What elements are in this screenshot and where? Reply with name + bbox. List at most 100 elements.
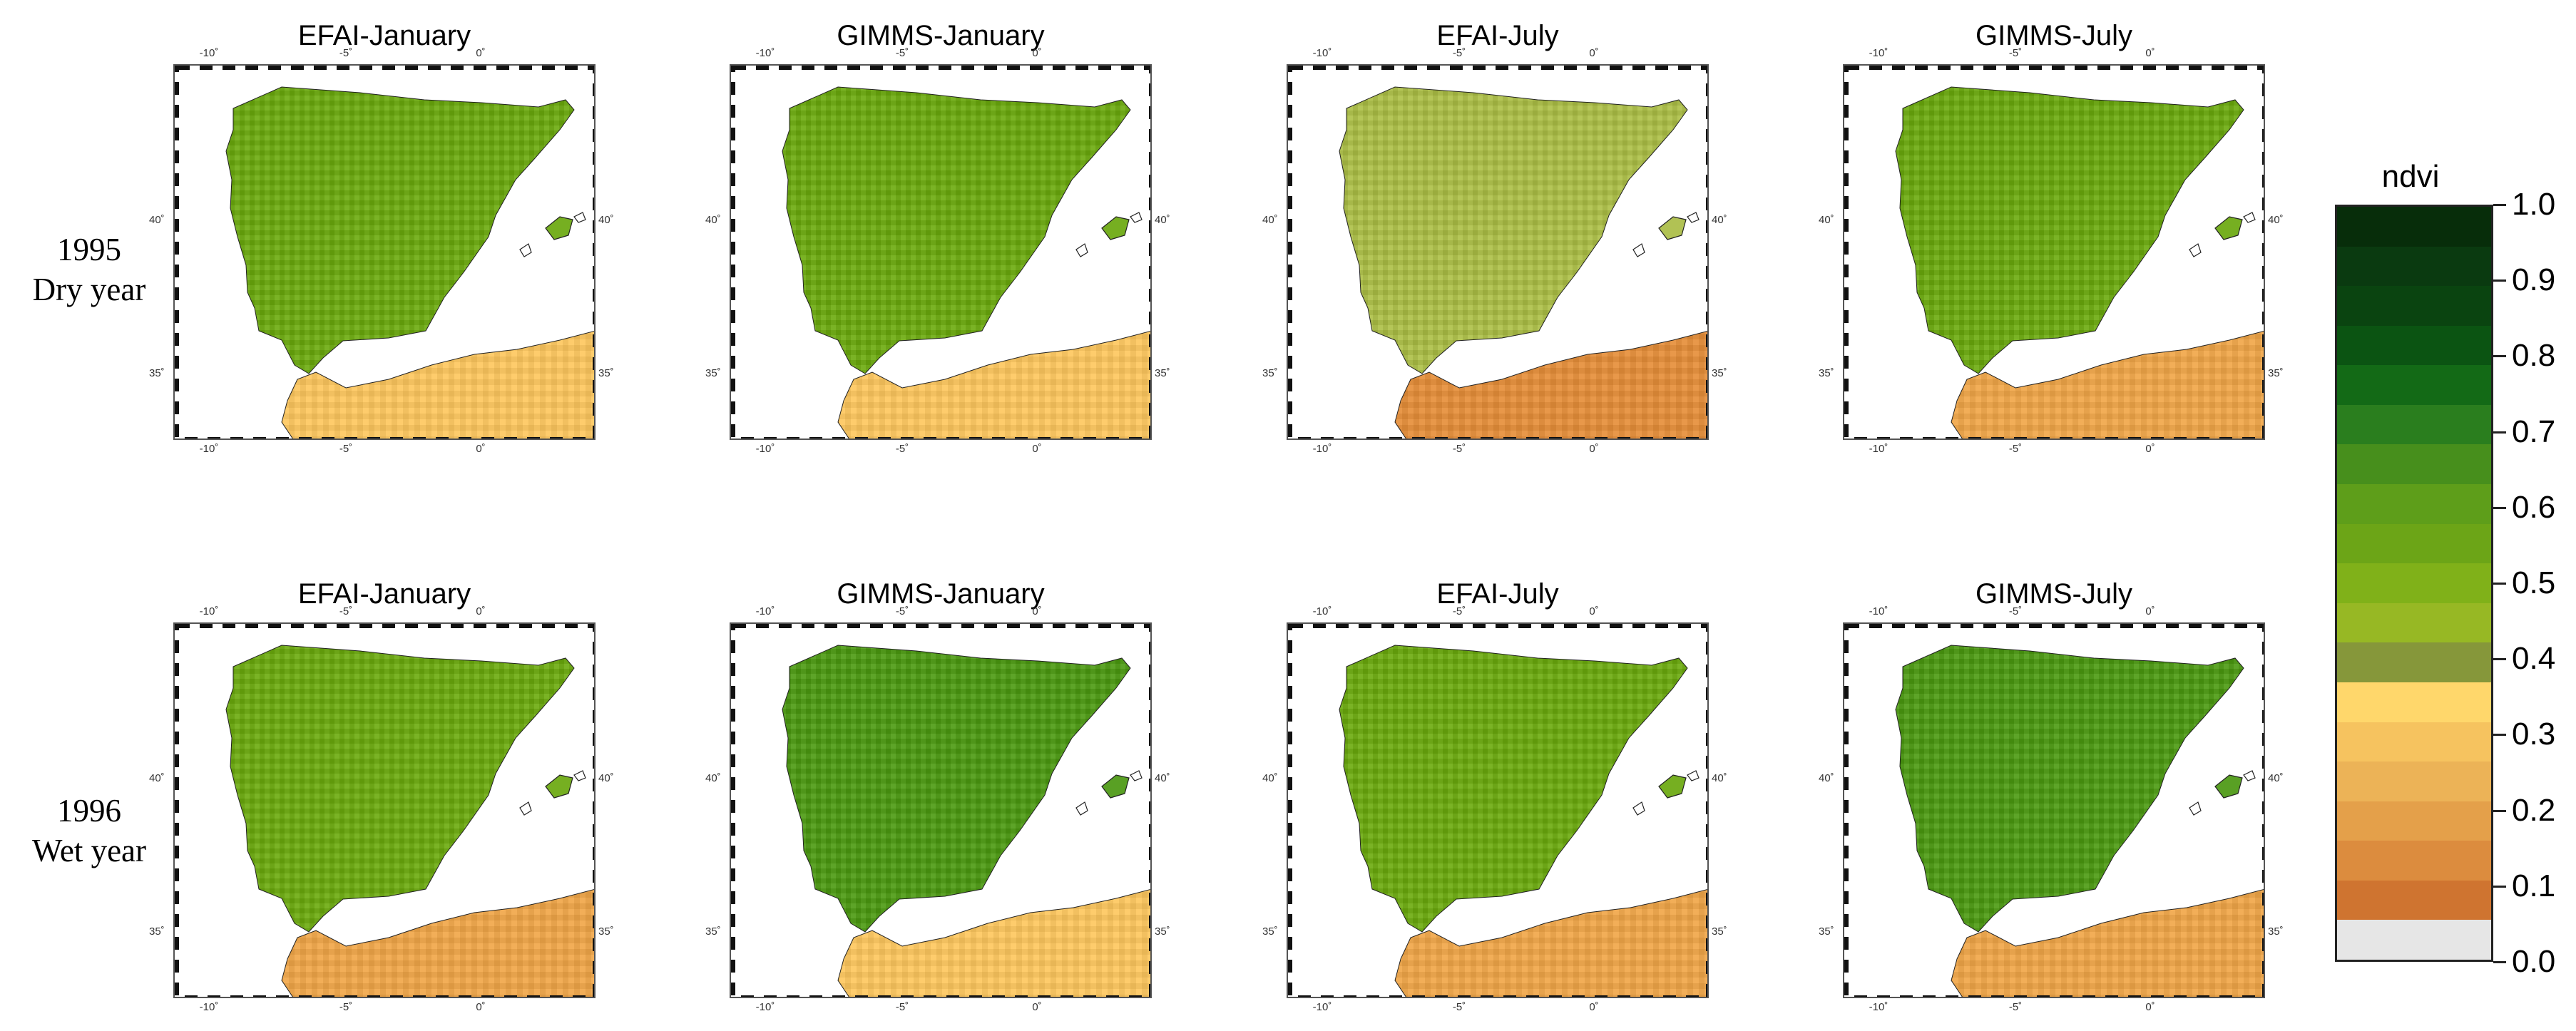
longitude-tick-label: -10˚ [1869,605,1888,617]
longitude-tick-label: -10˚ [199,605,219,617]
map-panel: EFAI-July -10˚ -5˚ 0˚ -10˚ -5˚ 0˚ 40˚ 40˚ 35˚ 35˚ [1262,578,1727,1013]
latitude-tick-label: 40˚ [1712,772,1727,784]
longitude-ticks: -10˚ -5˚ 0˚ [1287,443,1709,457]
row-year: 1995 [57,232,121,267]
latitude-tick-label: 40˚ [149,214,165,226]
africa-landmass [1951,889,2264,997]
longitude-tick-label: -5˚ [1452,443,1466,455]
latitude-tick-label: 35˚ [1262,925,1278,938]
latitude-tick-label: 35˚ [1155,925,1170,938]
latitude-tick-label: 35˚ [149,367,165,379]
row-label-1996: 1996 Wet year [0,791,178,871]
africa-landmass [1951,331,2264,438]
longitude-tick-label: -5˚ [339,1001,353,1013]
longitude-tick-label: -10˚ [1312,443,1332,455]
colorbar-segment [2337,920,2491,960]
colorbar-segment [2337,404,2491,445]
map-neatline [731,66,1150,438]
longitude-ticks: -10˚ -5˚ 0˚ [1843,605,2265,620]
latitude-tick-label: 35˚ [1712,367,1727,379]
longitude-tick-label: -10˚ [1869,1001,1888,1013]
latitude-tick-label: 35˚ [705,367,721,379]
balearic-island [1075,243,1088,257]
ndvi-map [175,624,594,997]
longitude-tick-label: -5˚ [339,605,353,617]
longitude-ticks: -10˚ -5˚ 0˚ [1843,1001,2265,1015]
map-frame [173,64,596,440]
map-frame [173,622,596,998]
colorbar-tick-label: 0.0 [2512,944,2556,979]
latitude-tick-label: 35˚ [1819,367,1834,379]
africa-landmass [837,889,1150,997]
latitude-tick-label: 40˚ [149,772,165,784]
longitude-tick-label: 0˚ [476,443,486,455]
ndvi-map [1844,66,2264,438]
colorbar-tick-label: 0.2 [2512,792,2556,828]
row-type: Wet year [31,833,147,868]
longitude-ticks: -10˚ -5˚ 0˚ [730,1001,1152,1015]
row-label-1995: 1995 Dry year [0,230,178,309]
africa-landmass [1394,889,1707,997]
balearic-island [2189,801,2202,816]
latitude-tick-label: 35˚ [1262,367,1278,379]
longitude-tick-label: -5˚ [2008,605,2023,617]
latitude-tick-label: 40˚ [1262,214,1278,226]
colorbar-tick [2493,355,2506,358]
colorbar-segment [2337,722,2491,762]
longitude-tick-label: 0˚ [1032,1001,1042,1013]
latitude-tick-label: 35˚ [598,367,614,379]
latitude-tick-label: 40˚ [1819,772,1834,784]
iberia-landmass [1339,86,1688,374]
balearic-island [1687,212,1700,223]
longitude-tick-label: 0˚ [1589,47,1599,59]
colorbar-tick-label: 0.1 [2512,868,2556,903]
latitude-tick-label: 40˚ [705,214,721,226]
longitude-ticks: -10˚ -5˚ 0˚ [1287,1001,1709,1015]
longitude-tick-label: -10˚ [199,47,219,59]
longitude-tick-label: 0˚ [2145,47,2155,59]
iberia-landmass [1895,86,2244,374]
colorbar-segment [2337,841,2491,881]
colorbar-segment [2337,444,2491,485]
map-neatline [1288,624,1707,997]
map-neatline [1288,66,1707,438]
panel-title: GIMMS-July [1976,578,2132,610]
map-panel: EFAI-July -10˚ -5˚ 0˚ -10˚ -5˚ 0˚ 40˚ 40˚ 35˚ 35˚ [1262,20,1727,455]
ndvi-map [731,624,1150,997]
balearic-island [1632,243,1645,257]
colorbar-title: ndvi [2381,159,2440,194]
map-frame [730,622,1152,998]
panel-title: EFAI-January [297,578,471,610]
balearic-island [2243,212,2256,223]
balearic-island [573,770,586,781]
colorbar-tick [2493,583,2506,585]
map-neatline [731,624,1150,997]
map-panel: GIMMS-January -10˚ -5˚ 0˚ -10˚ -5˚ 0˚ 40˚ 40˚ 35˚… [705,578,1170,1013]
longitude-tick-label: -5˚ [895,605,909,617]
panel-title: EFAI-January [297,20,471,51]
longitude-tick-label: -5˚ [895,1001,909,1013]
colorbar-tick [2493,961,2506,963]
colorbar-tick-label: 0.9 [2512,262,2556,298]
longitude-tick-label: 0˚ [1589,605,1599,617]
colorbar-tick [2493,658,2506,661]
map-frame [1287,64,1709,440]
iberia-landmass [782,86,1131,374]
colorbar-segment [2337,602,2491,643]
colorbar-bar [2335,205,2493,962]
colorbar: ndvi 1.0 0.9 0.8 0.7 0.6 0.5 0.4 0.3 0.2 0.1 0.0 [2328,159,2576,989]
longitude-tick-label: 0˚ [476,1001,486,1013]
longitude-ticks: -10˚ -5˚ 0˚ [1287,47,1709,61]
latitude-tick-label: 35˚ [1712,925,1727,938]
map-neatline [175,66,594,438]
latitude-tick-label: 40˚ [1262,772,1278,784]
map-panel: GIMMS-July -10˚ -5˚ 0˚ -10˚ -5˚ 0˚ 40˚ 40˚ 35˚ 35˚ [1819,578,2284,1013]
panel-title: GIMMS-July [1976,20,2132,51]
colorbar-segment [2337,880,2491,920]
balearic-island [1130,770,1143,781]
balearic-island [545,216,573,240]
row-type: Dry year [32,272,146,307]
colorbar-segment [2337,207,2491,247]
balearic-island [2243,770,2256,781]
latitude-tick-label: 40˚ [598,214,614,226]
